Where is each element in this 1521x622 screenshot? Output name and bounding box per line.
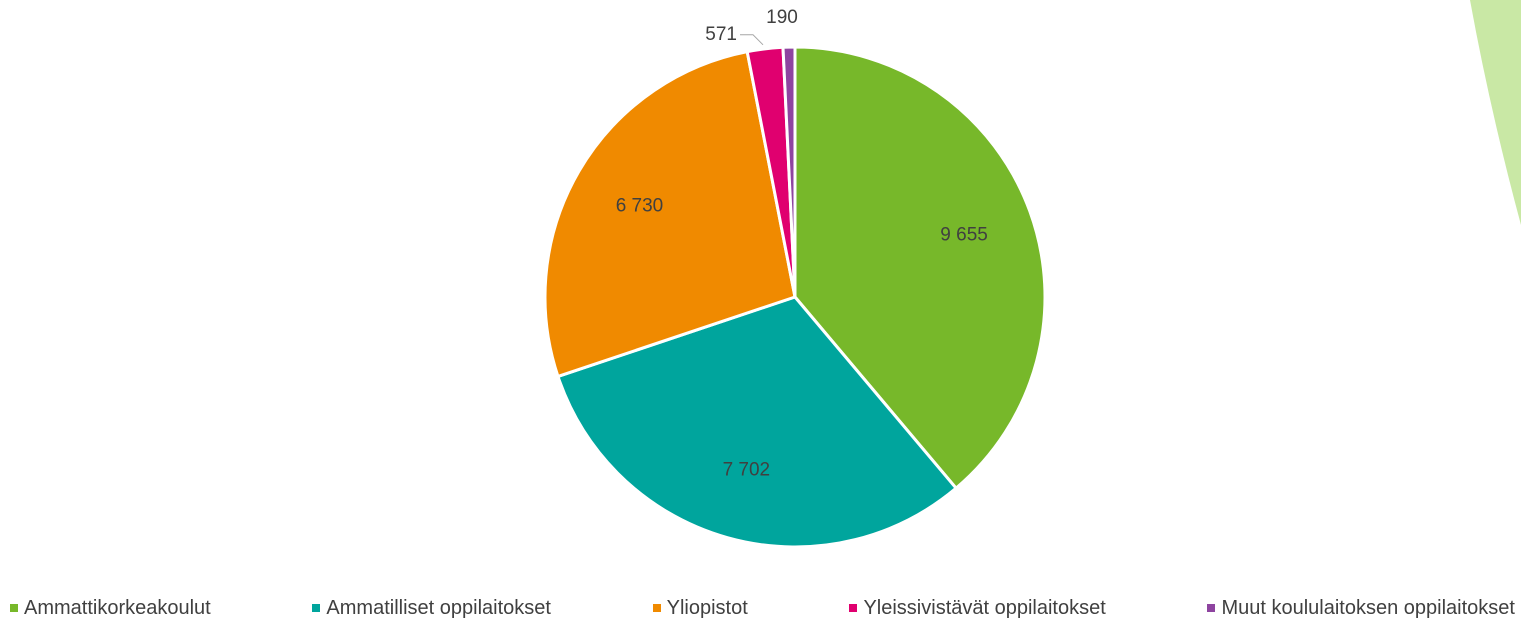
legend-item: Ammatilliset oppilaitokset xyxy=(312,597,551,620)
decoration xyxy=(1470,0,1521,225)
legend-item: Yliopistot xyxy=(652,596,748,620)
legend-item: Yleissivistävät oppilaitokset xyxy=(849,596,1106,620)
legend-label: Ammatilliset oppilaitokset xyxy=(326,596,551,619)
data-label: 190 xyxy=(766,7,798,28)
slice xyxy=(556,295,959,549)
legend-item: Ammattikorkeakoulut xyxy=(10,597,211,620)
legend-label: Yleissivistävät oppilaitokset xyxy=(863,596,1106,619)
data-label: 571 xyxy=(705,24,737,45)
data-label: 9 655 xyxy=(940,224,988,245)
slice xyxy=(793,45,1047,491)
slice xyxy=(781,45,797,298)
legend-label: Yliopistot xyxy=(666,596,748,619)
legend-label: Muut koululaitoksen oppilaitokset xyxy=(1221,596,1515,619)
legend: Ammattikorkeakoulut Ammatilliset oppilait… xyxy=(10,594,1515,622)
slice xyxy=(543,49,797,379)
legend-swatch xyxy=(10,604,18,612)
legend-label: Ammattikorkeakoulut xyxy=(24,596,211,619)
legend-swatch xyxy=(849,604,858,612)
legend-swatch xyxy=(652,604,661,612)
legend-item: Muut koululaitoksen oppilaitokset xyxy=(1207,597,1515,620)
legend-swatch xyxy=(312,604,321,612)
data-label: 6 730 xyxy=(616,195,664,216)
data-label: 7 702 xyxy=(723,459,771,480)
legend-swatch xyxy=(1207,604,1216,612)
plot: 9 655 7 702 6 730 571 190 xyxy=(543,0,1521,549)
leader-line xyxy=(740,34,764,46)
